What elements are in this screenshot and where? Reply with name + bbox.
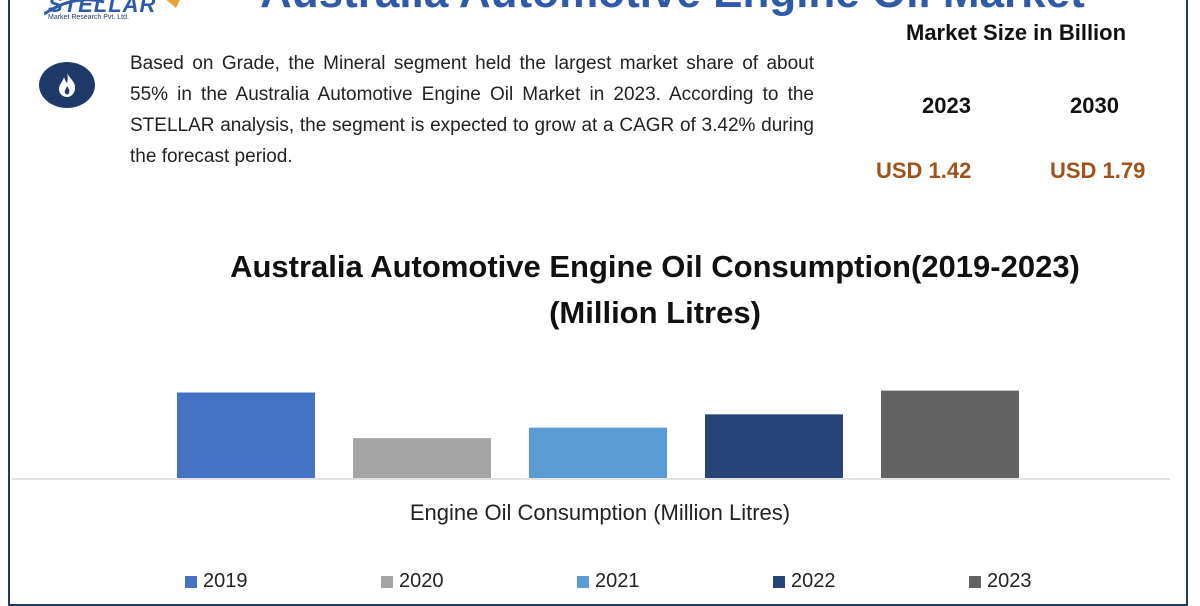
bar-2020 xyxy=(353,438,491,478)
legend-swatch xyxy=(381,575,393,588)
legend-swatch xyxy=(969,575,981,588)
chart-title: Australia Automotive Engine Oil Consumpt… xyxy=(230,249,1080,330)
logo-swoosh-icon xyxy=(44,0,180,16)
page-title: Australia Automotive Engine Oil Market xyxy=(260,0,1085,18)
legend-label: 2023 xyxy=(987,570,1032,592)
x-axis-label: Engine Oil Consumption (Million Litres) xyxy=(409,500,791,525)
legend-label: 2019 xyxy=(203,570,248,592)
flame-badge xyxy=(39,62,95,108)
legend-item-2019: 2019 xyxy=(185,570,248,593)
bar-2023 xyxy=(881,390,1019,478)
summary-text: Based on Grade, the Mineral segment held… xyxy=(130,53,814,167)
bar-group xyxy=(177,390,1019,478)
market-size-year-2023: 2023 xyxy=(922,93,971,118)
legend-item-2023: 2023 xyxy=(969,570,1032,593)
market-size-value-2030: USD 1.79 xyxy=(1050,158,1146,183)
legend-swatch xyxy=(577,575,589,588)
legend-label: 2021 xyxy=(595,570,640,592)
market-size-value-2023: USD 1.42 xyxy=(876,158,972,183)
legend-swatch xyxy=(773,575,785,588)
legend-swatch xyxy=(185,575,197,588)
legend-item-2022: 2022 xyxy=(773,570,836,593)
legend-label: 2020 xyxy=(399,570,444,592)
logo-text: STELLAR xyxy=(48,0,157,17)
market-size-year-2030: 2030 xyxy=(1070,93,1119,118)
bar-2022 xyxy=(705,414,843,478)
legend-item-2020: 2020 xyxy=(381,570,444,593)
flame-icon xyxy=(59,73,76,97)
legend-item-2021: 2021 xyxy=(577,570,640,593)
chart-legend: 2019 2020 2021 2022 2023 xyxy=(0,570,1200,596)
logo-subtitle: Market Research Pvt. Ltd. xyxy=(48,14,129,21)
legend-label: 2022 xyxy=(791,570,836,592)
bar-2019 xyxy=(177,392,315,478)
market-size-title: Market Size in Billion xyxy=(906,20,1127,45)
bar-2021 xyxy=(529,427,667,478)
